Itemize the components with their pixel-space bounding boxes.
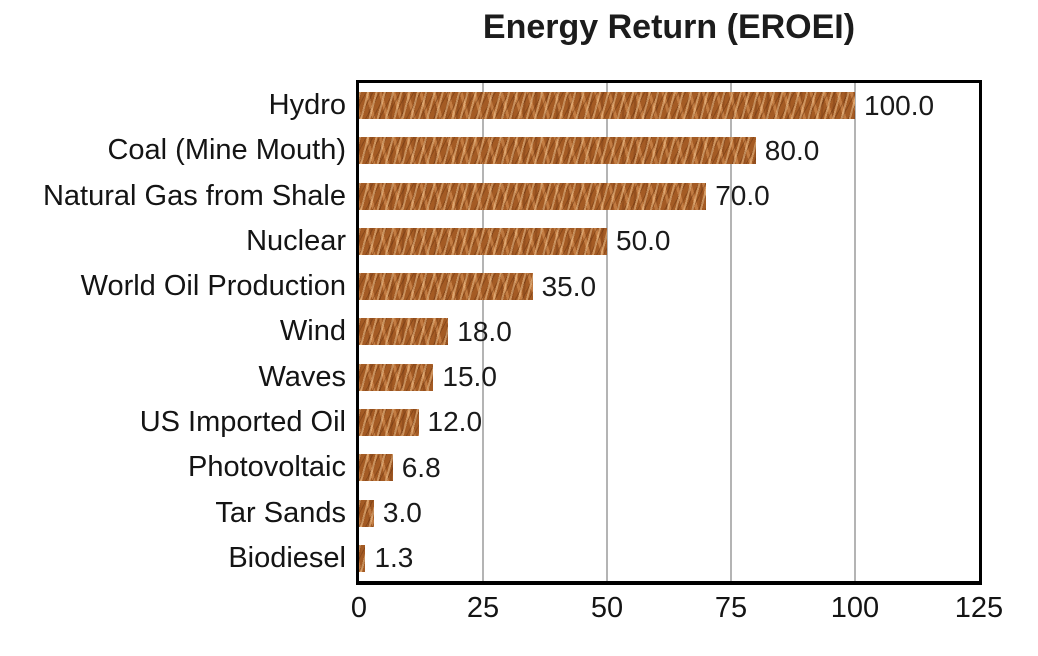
bar [359,363,434,391]
bar-row: 1.3 [359,536,979,581]
x-tick-label: 75 [714,592,748,624]
value-label: 18.0 [457,315,512,347]
category-label: Wind [279,315,346,348]
x-tick-label: 0 [350,592,368,624]
value-label: 70.0 [715,180,770,212]
bar-row: 12.0 [359,400,979,445]
bar [359,544,366,572]
category-label: Hydro [268,89,346,122]
bar-row: 50.0 [359,219,979,264]
bar [359,273,533,301]
gridline-75 [730,83,732,581]
value-label: 50.0 [616,225,671,257]
bars-layer: 100.0 80.0 70.0 50.0 35.0 18.0 15.0 12.0 6.8 3.0 1… [359,83,979,581]
bar [359,137,756,165]
x-tick-label: 125 [954,592,1004,624]
bar [359,408,419,436]
bar [359,182,707,210]
bar [359,318,449,346]
bar-row: 35.0 [359,264,979,309]
category-label: Natural Gas from Shale [42,179,346,212]
category-label: Biodiesel [228,541,346,574]
bar-row: 18.0 [359,309,979,354]
plot-area: 100.0 80.0 70.0 50.0 35.0 18.0 15.0 12.0 6.8 3.0 1… [356,80,982,585]
bar-row: 15.0 [359,355,979,400]
category-axis: Hydro Coal (Mine Mouth) Natural Gas from S… [0,83,346,581]
x-tick-label: 25 [466,592,500,624]
value-label: 12.0 [427,406,483,438]
gridline-100 [854,83,856,581]
value-label: 80.0 [764,134,820,166]
gridline-50 [606,83,608,581]
category-label: Photovoltaic [188,451,346,484]
chart-title: Energy Return (EROEI) [482,8,856,46]
bar [359,227,607,255]
bar-row: 100.0 [359,83,979,128]
value-label: 35.0 [541,270,597,302]
x-tick-label: 50 [590,592,624,624]
gridlines-layer [359,83,979,581]
value-label: 1.3 [374,542,414,574]
category-label: Tar Sands [215,496,346,529]
value-label: 6.8 [401,451,441,483]
category-label: Waves [258,360,346,393]
bar [359,499,374,527]
category-label: Nuclear [246,224,346,257]
category-label: US Imported Oil [139,405,346,438]
gridline-25 [482,83,484,581]
x-tick-label: 100 [830,592,880,624]
bar-row: 6.8 [359,445,979,490]
value-label: 15.0 [442,361,497,393]
value-label: 100.0 [864,89,935,121]
bar [359,454,393,482]
bar-row: 80.0 [359,128,979,173]
x-axis: 0 25 50 75 100 125 [351,592,1003,628]
category-label: World Oil Production [80,270,346,303]
bar-row: 3.0 [359,490,979,535]
value-label: 3.0 [382,497,422,529]
bar [359,92,855,120]
bar-row: 70.0 [359,174,979,219]
category-label: Coal (Mine Mouth) [107,134,346,167]
